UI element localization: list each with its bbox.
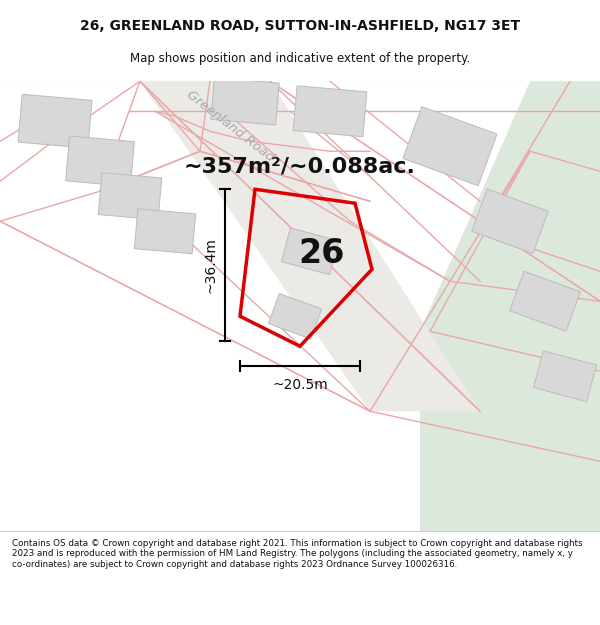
Polygon shape: [472, 189, 548, 254]
Text: ~357m²/~0.088ac.: ~357m²/~0.088ac.: [184, 156, 416, 176]
Polygon shape: [268, 294, 322, 339]
Text: 26: 26: [299, 237, 345, 270]
Text: 26, GREENLAND ROAD, SUTTON-IN-ASHFIELD, NG17 3ET: 26, GREENLAND ROAD, SUTTON-IN-ASHFIELD, …: [80, 19, 520, 33]
Text: ~20.5m: ~20.5m: [272, 378, 328, 392]
Polygon shape: [403, 107, 497, 186]
Polygon shape: [140, 81, 480, 411]
Text: ~36.4m: ~36.4m: [203, 238, 217, 293]
Text: Map shows position and indicative extent of the property.: Map shows position and indicative extent…: [130, 52, 470, 65]
Polygon shape: [18, 94, 92, 148]
Polygon shape: [420, 81, 600, 531]
Polygon shape: [281, 228, 338, 274]
Text: Contains OS data © Crown copyright and database right 2021. This information is : Contains OS data © Crown copyright and d…: [12, 539, 583, 569]
Polygon shape: [509, 271, 580, 331]
Polygon shape: [533, 351, 596, 402]
Polygon shape: [98, 173, 162, 220]
Polygon shape: [293, 86, 367, 137]
Text: Greenland Road: Greenland Road: [184, 88, 276, 164]
Polygon shape: [211, 78, 279, 125]
Polygon shape: [65, 136, 134, 186]
Polygon shape: [134, 209, 196, 254]
